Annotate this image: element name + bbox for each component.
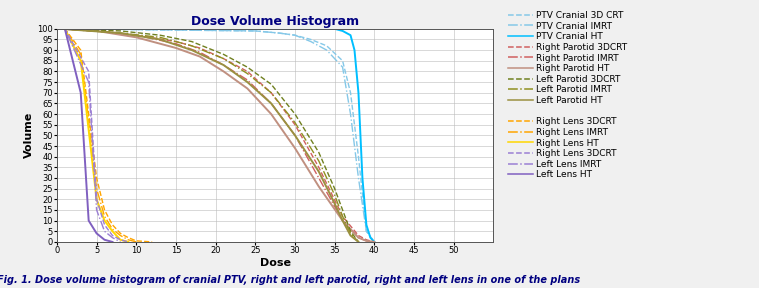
Text: Fig. 1. Dose volume histogram of cranial PTV, right and left parotid, right and : Fig. 1. Dose volume histogram of cranial…: [0, 275, 580, 285]
X-axis label: Dose: Dose: [260, 258, 291, 268]
Y-axis label: Volume: Volume: [24, 112, 34, 158]
Legend: PTV Cranial 3D CRT, PTV Cranial IMRT, PTV Cranial HT, Right Parotid 3DCRT, Right: PTV Cranial 3D CRT, PTV Cranial IMRT, PT…: [504, 7, 631, 183]
Title: Dose Volume Histogram: Dose Volume Histogram: [191, 15, 359, 28]
